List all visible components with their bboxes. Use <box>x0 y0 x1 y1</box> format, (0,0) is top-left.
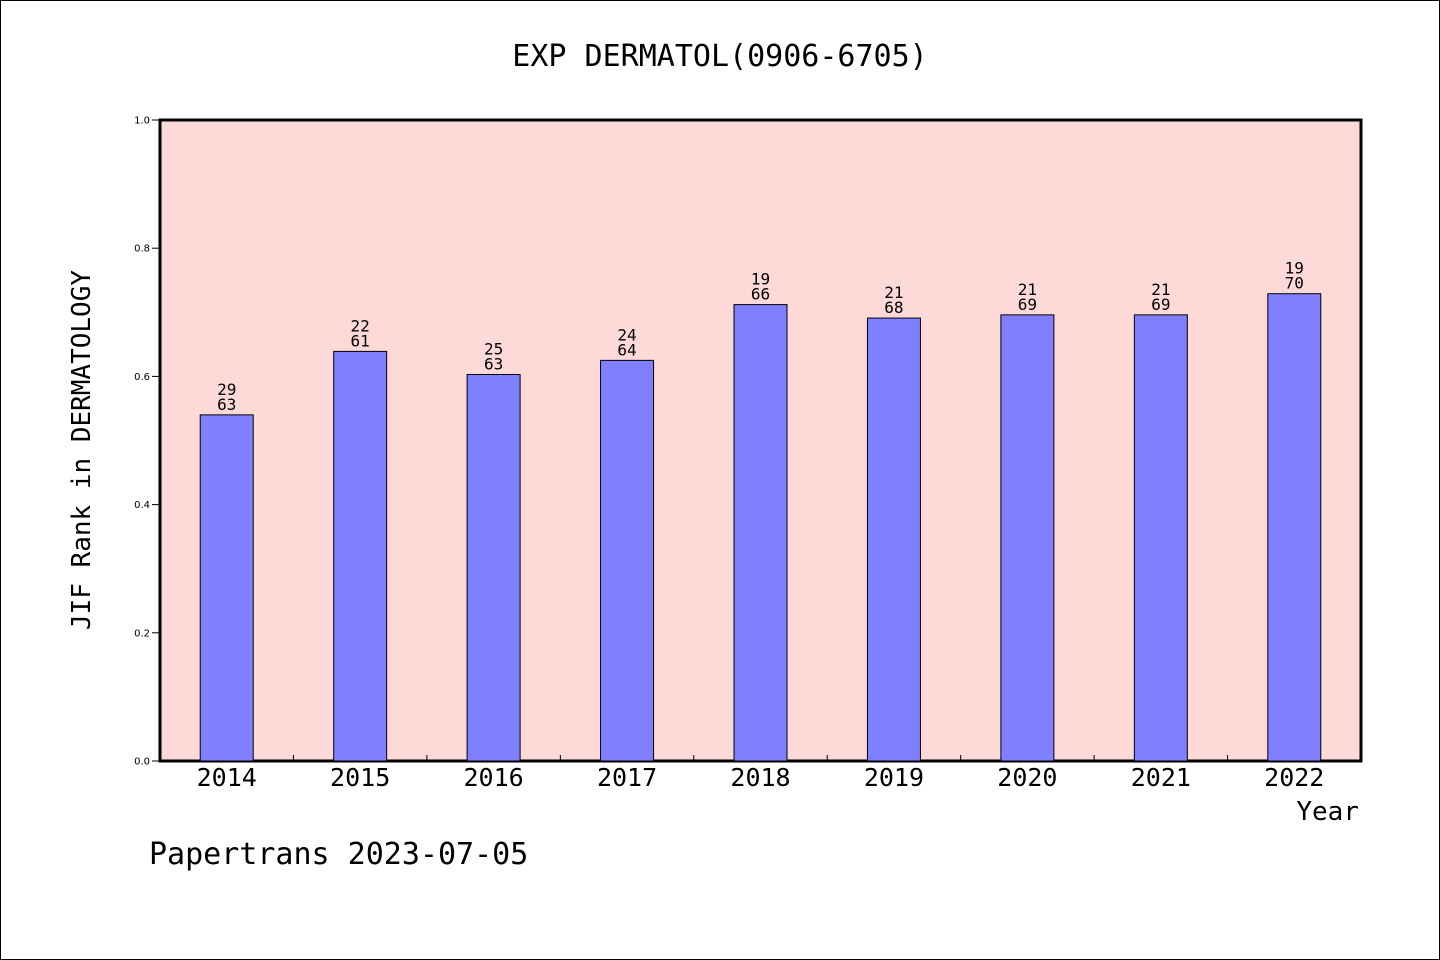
bar-label-rank: 19 <box>1285 259 1304 278</box>
y-axis-ticks: 0.0 0.2 0.4 0.6 0.8 1.0 <box>134 116 160 768</box>
bar-label-rank: 24 <box>617 325 636 344</box>
y-tick-label: 0.8 <box>134 244 150 255</box>
bar-2019 <box>866 317 921 762</box>
footer-source: Papertrans 2023-07-05 <box>149 837 528 872</box>
y-tick-label: 0.2 <box>134 628 150 639</box>
bar-2018 <box>733 304 788 762</box>
chart-title: EXP DERMATOL(0906-6705) <box>512 39 927 74</box>
bar-label-total: 66 <box>751 285 770 304</box>
bar-2014 <box>199 414 254 762</box>
y-axis-label: JIF Rank in DERMATOLOGY <box>67 270 97 630</box>
x-tick-label: 2022 <box>1264 763 1324 792</box>
bar-2021 <box>1133 314 1188 762</box>
bar-label-rank: 29 <box>217 380 236 399</box>
y-tick-label: 0.4 <box>134 500 150 511</box>
bar-label-total: 68 <box>884 298 903 317</box>
bar-label-total: 63 <box>484 354 503 373</box>
bar-label-total: 63 <box>217 395 236 414</box>
bar-2022 <box>1267 293 1322 762</box>
bar-label-rank: 21 <box>1018 280 1037 299</box>
bars-group <box>199 293 1322 762</box>
x-tick-label: 2016 <box>464 763 524 792</box>
bar-2017 <box>600 359 655 762</box>
bar-label-rank: 21 <box>884 283 903 302</box>
y-tick-label: 1.0 <box>134 116 150 127</box>
x-tick-label: 2021 <box>1131 763 1191 792</box>
bar-label-rank: 25 <box>484 339 503 358</box>
x-tick-label: 2015 <box>330 763 390 792</box>
bar-2015 <box>333 350 388 762</box>
bar-label-rank: 22 <box>351 316 370 335</box>
bar-2020 <box>1000 314 1055 762</box>
bar-2016 <box>466 373 521 762</box>
bar-label-rank: 19 <box>751 270 770 289</box>
bar-label-total: 69 <box>1151 295 1170 314</box>
x-tick-label: 2017 <box>597 763 657 792</box>
bar-label-total: 61 <box>351 331 370 350</box>
x-axis-label: Year <box>1296 797 1359 827</box>
y-tick-label: 0.6 <box>134 372 150 383</box>
x-tick-label: 2018 <box>730 763 790 792</box>
bar-label-total: 70 <box>1285 274 1304 293</box>
bar-label-rank: 21 <box>1151 280 1170 299</box>
bar-label-total: 69 <box>1018 295 1037 314</box>
x-tick-label: 2014 <box>197 763 257 792</box>
x-tick-label: 2020 <box>997 763 1057 792</box>
x-axis-ticks: 2014 2015 2016 2017 2018 2019 2020 2021 2022 <box>197 755 1324 792</box>
x-tick-label: 2019 <box>864 763 924 792</box>
bar-label-total: 64 <box>617 340 636 359</box>
y-tick-label: 0.0 <box>134 757 150 768</box>
